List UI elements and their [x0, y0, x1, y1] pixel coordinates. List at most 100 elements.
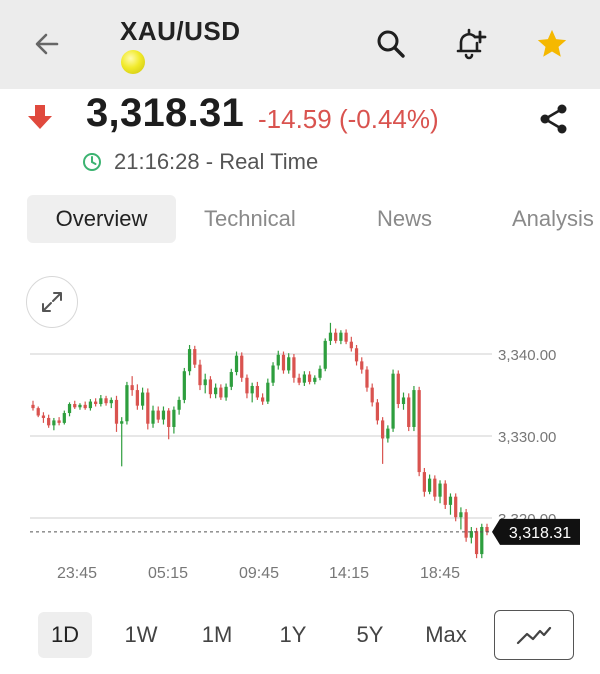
- candle-body: [161, 410, 166, 420]
- candle: [480, 523, 484, 559]
- candle: [47, 414, 51, 428]
- candle: [146, 388, 150, 430]
- candle-body: [151, 410, 155, 424]
- candle: [334, 328, 338, 344]
- candle-body: [156, 410, 160, 420]
- candle-body: [130, 385, 134, 391]
- add-alert-button[interactable]: [448, 22, 494, 66]
- share-icon: [540, 104, 567, 134]
- tab-overview[interactable]: Overview: [27, 195, 176, 243]
- candle: [182, 367, 186, 404]
- candle-body: [234, 355, 239, 373]
- time-range-selector: 1D 1W 1M 1Y 5Y Max: [0, 608, 600, 662]
- candle-body: [57, 420, 61, 423]
- expand-chart-button[interactable]: [26, 276, 78, 328]
- candle-body: [339, 332, 343, 341]
- candle: [339, 330, 343, 345]
- candle: [130, 376, 134, 396]
- candle: [208, 376, 213, 399]
- candle-body: [349, 341, 353, 349]
- candle-body: [360, 361, 364, 370]
- candle: [365, 366, 369, 392]
- candle-body: [381, 420, 385, 439]
- candle-body: [78, 404, 82, 408]
- candle-body: [313, 377, 317, 382]
- candle: [52, 417, 56, 431]
- candle-body: [203, 379, 207, 386]
- candle-body: [229, 372, 233, 387]
- candle-body: [266, 382, 270, 402]
- tab-news[interactable]: News: [377, 206, 433, 231]
- candle: [198, 359, 202, 391]
- candle: [396, 370, 400, 409]
- y-tick-label: 3,340.00: [498, 347, 556, 364]
- price-chart[interactable]: 3,340.003,330.003,320.00 23:4505:1509:45…: [0, 270, 600, 590]
- candle-body: [120, 421, 124, 424]
- candle-body: [344, 332, 348, 342]
- candle: [193, 345, 197, 368]
- candle: [250, 382, 254, 403]
- tab-technical[interactable]: Technical: [204, 206, 296, 231]
- candle: [67, 402, 72, 417]
- candle-body: [135, 390, 139, 406]
- chart-type-button[interactable]: [494, 610, 574, 660]
- candle: [401, 392, 406, 410]
- candle: [120, 417, 124, 467]
- candle: [370, 383, 374, 407]
- favorite-button[interactable]: [529, 22, 575, 66]
- candle-body: [401, 397, 406, 405]
- candle-body: [208, 379, 213, 395]
- range-1y[interactable]: 1Y: [279, 622, 307, 647]
- candle: [114, 395, 119, 432]
- range-1d[interactable]: 1D: [38, 612, 92, 658]
- candle: [260, 393, 265, 405]
- quote-time: 21:16:28 - Real Time: [82, 148, 318, 176]
- candle: [99, 395, 103, 407]
- candle-body: [287, 357, 291, 371]
- candle: [177, 396, 181, 415]
- candle: [349, 336, 353, 352]
- candle-body: [297, 377, 301, 383]
- candle-body: [412, 390, 416, 427]
- candle-body: [292, 357, 296, 378]
- clock-icon: [83, 153, 101, 171]
- quote-header: 3,318.31 -14.59 (-0.44%): [0, 89, 600, 149]
- candle: [448, 493, 453, 515]
- last-price: 3,318.31: [86, 91, 245, 135]
- candle: [156, 406, 160, 423]
- candle-body: [417, 390, 421, 473]
- range-5y[interactable]: 5Y: [356, 622, 384, 647]
- candle-body: [438, 483, 442, 497]
- range-1w[interactable]: 1W: [124, 622, 158, 647]
- candle-body: [370, 387, 374, 403]
- candle-body: [187, 349, 192, 372]
- candle: [255, 381, 260, 400]
- candle: [214, 383, 218, 399]
- search-button[interactable]: [368, 22, 414, 66]
- candle-body: [443, 483, 447, 505]
- candle-body: [307, 374, 312, 382]
- candle-body: [255, 385, 260, 398]
- quote-time-text: 21:16:28 - Real Time: [114, 149, 319, 174]
- candle: [62, 410, 66, 425]
- range-max[interactable]: Max: [425, 622, 467, 647]
- candle-body: [433, 478, 437, 497]
- candle-body: [114, 399, 119, 424]
- tab-analysis[interactable]: Analysis: [512, 206, 594, 231]
- candle-body: [407, 397, 411, 427]
- candle: [203, 373, 207, 394]
- candle-body: [354, 348, 359, 362]
- candle-body: [271, 365, 275, 383]
- line-chart-icon: [516, 626, 552, 645]
- candle-body: [318, 368, 322, 378]
- candle: [94, 398, 98, 407]
- share-button[interactable]: [532, 99, 576, 139]
- candle-body: [41, 415, 46, 418]
- candle: [224, 383, 228, 401]
- range-1m[interactable]: 1M: [201, 622, 233, 647]
- candle-body: [198, 364, 202, 386]
- candle: [360, 357, 364, 374]
- candle-body: [464, 512, 468, 538]
- gold-coin-icon: [121, 50, 145, 74]
- back-button[interactable]: [22, 22, 72, 66]
